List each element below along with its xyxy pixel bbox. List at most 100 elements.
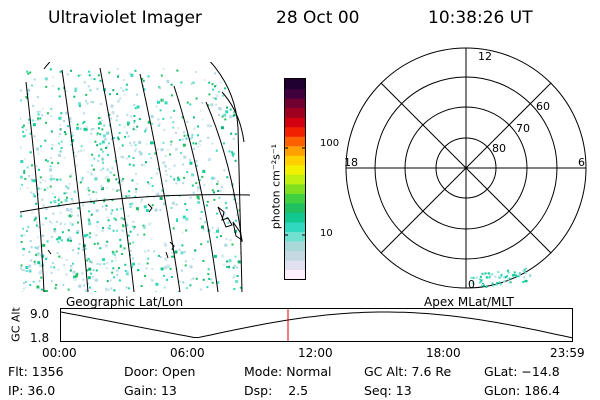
emission-dot [29,270,32,273]
emission-dot [35,253,39,257]
emission-dot [120,207,123,210]
emission-dot [177,176,180,179]
flt-label: Flt: [8,364,28,379]
gcalt-value: 7.6 Re [411,364,452,379]
emission-dot [76,123,79,126]
emission-dot [234,255,237,258]
y-tick-min: 1.8 [30,331,50,345]
emission-dot [200,211,203,213]
emission-dot [43,188,46,191]
emission-dot [144,130,147,133]
ip-label: IP: [8,383,24,398]
emission-dot [108,71,111,74]
emission-dot [197,141,200,144]
emission-dot [109,279,112,282]
emission-dot [199,288,202,291]
instrument-title: Ultraviolet Imager [48,8,202,28]
emission-dot [191,184,194,187]
x-tick-1200: 12:00 [298,346,333,360]
mlt-label-0: 0 [468,278,475,291]
emission-dot [199,217,202,220]
emission-dot [41,223,44,226]
emission-dot [87,218,90,221]
emission-dot [51,161,54,164]
emission-dot [228,259,232,263]
emission-dot [145,209,149,212]
emission-dot [53,178,56,180]
emission-dot [154,152,157,155]
emission-dot [240,146,242,149]
emission-dot [105,186,108,189]
emission-dot [57,236,61,240]
emission-dot [100,186,103,189]
emission-dot [136,125,139,128]
polar-emission-dot [470,276,473,279]
emission-dot [111,166,114,169]
emission-dot [185,229,188,232]
emission-dot [232,276,235,279]
emission-dot [172,121,175,124]
emission-dot [147,120,151,124]
emission-dot [55,283,58,286]
emission-dot [103,200,106,203]
emission-dot [181,269,183,272]
emission-dot [234,219,237,222]
emission-dot [240,148,242,151]
emission-dot [118,279,121,282]
emission-dot [59,124,62,127]
emission-dot [121,229,125,233]
polar-emission-dot [512,274,515,276]
emission-dot [99,133,102,136]
emission-dot [70,267,73,270]
emission-dot [148,182,151,185]
emission-dot [23,282,25,285]
emission-dot [218,196,221,199]
emission-dot [212,88,215,91]
polar-emission-dot [513,271,516,274]
emission-dot [40,187,43,190]
emission-dot [164,243,168,247]
emission-dot [159,291,163,293]
timeline-frame [60,308,573,342]
emission-dot [89,89,92,92]
emission-dot [169,153,172,156]
emission-dot [96,87,99,90]
emission-dot [21,268,24,271]
emission-dot [126,195,129,198]
emission-dot [199,109,202,112]
emission-dot [190,278,193,281]
emission-dot [202,228,205,231]
emission-dot [123,125,126,128]
emission-dot [228,150,231,153]
emission-dot [96,242,99,245]
emission-dot [82,204,85,207]
emission-dot [99,142,102,145]
emission-dot [74,178,77,181]
emission-dot [96,221,99,224]
emission-dot [197,186,201,190]
emission-dot [143,205,147,209]
mode-value: Normal [286,364,332,379]
emission-dot [29,259,32,262]
emission-dot [157,167,160,170]
glat-readout: GLat: −14.8 [484,364,560,379]
emission-dot [31,119,34,122]
emission-dot [195,142,198,145]
door-value: Open [162,364,196,379]
emission-dot [26,187,29,189]
emission-dot [131,225,134,228]
emission-dot [135,188,138,191]
emission-dot [149,157,152,159]
emission-dot [183,176,186,179]
emission-dot [185,208,188,211]
emission-dot [182,182,185,185]
emission-dot [83,120,86,123]
emission-dot [36,246,39,250]
emission-dot [192,277,195,280]
emission-dot [28,118,31,121]
emission-dot [70,143,73,146]
emission-dot [118,124,121,126]
emission-dot [113,174,116,177]
emission-dot [181,116,184,119]
emission-dot [56,178,59,181]
